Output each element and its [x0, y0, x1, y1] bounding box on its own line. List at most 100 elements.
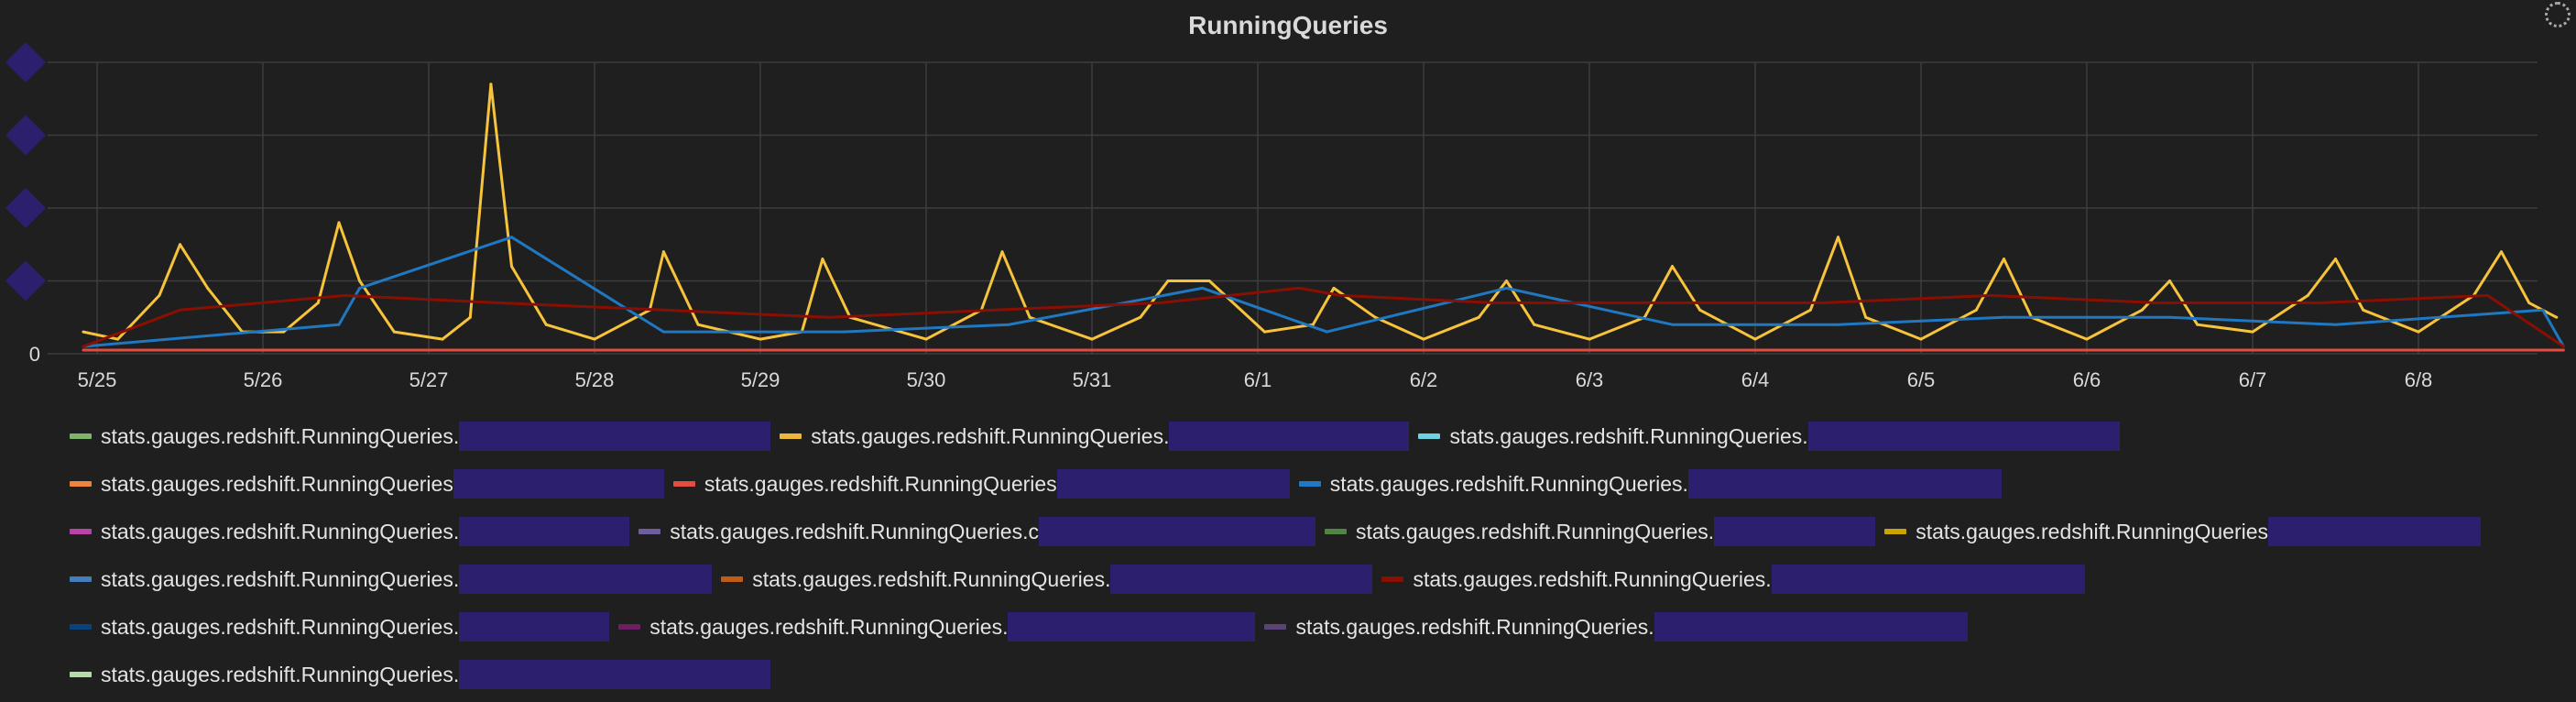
- legend-item[interactable]: stats.gauges.redshift.RunningQueries: [672, 469, 1290, 499]
- legend-item[interactable]: stats.gauges.redshift.RunningQueries.: [721, 565, 1373, 594]
- data-point: [1422, 337, 1425, 341]
- data-point: [1837, 323, 1839, 326]
- data-point: [441, 337, 444, 341]
- redacted-series-suffix: [1771, 565, 2085, 594]
- data-point: [2168, 315, 2171, 319]
- data-point: [821, 258, 824, 261]
- legend-item[interactable]: stats.gauges.redshift.RunningQueries.: [70, 517, 630, 546]
- x-tick-label: 5/31: [1073, 368, 1112, 391]
- data-point: [1139, 315, 1142, 319]
- legend-swatch: [70, 576, 92, 582]
- legend-item[interactable]: stats.gauges.redshift.RunningQueries.: [70, 612, 610, 642]
- legend-label: stats.gauges.redshift.RunningQueries.: [101, 566, 460, 591]
- legend-row: stats.gauges.redshift.RunningQueries.: [70, 651, 2543, 698]
- data-point: [2085, 337, 2089, 341]
- data-point: [1988, 293, 1992, 297]
- data-point: [1837, 236, 1839, 239]
- data-point: [2561, 345, 2565, 348]
- data-point: [827, 315, 831, 319]
- data-point: [358, 286, 362, 290]
- data-point: [924, 337, 928, 341]
- data-point: [1864, 315, 1868, 319]
- legend-item[interactable]: stats.gauges.redshift.RunningQueries.: [1381, 565, 2085, 594]
- data-point: [2003, 315, 2005, 319]
- legend-label: stats.gauges.redshift.RunningQueries: [101, 471, 453, 496]
- x-tick-label: 5/27: [409, 368, 449, 391]
- x-tick-label: 5/28: [575, 368, 615, 391]
- data-point: [759, 337, 762, 341]
- x-tick-label: 6/6: [2073, 368, 2101, 391]
- data-point: [158, 293, 161, 297]
- x-tick-label: 5/29: [741, 368, 780, 391]
- series-line-2: [82, 286, 2565, 348]
- legend-label: stats.gauges.redshift.RunningQueries.: [1413, 566, 1772, 591]
- legend-item[interactable]: stats.gauges.redshift.RunningQueries.: [1418, 422, 2120, 451]
- data-point: [1166, 280, 1170, 282]
- redacted-series-suffix: [1654, 612, 1968, 642]
- legend-item[interactable]: stats.gauges.redshift.RunningQueries.: [1324, 517, 1876, 546]
- data-point: [1588, 337, 1591, 341]
- data-point: [544, 323, 548, 326]
- data-point: [496, 301, 499, 304]
- legend-label: stats.gauges.redshift.RunningQueries.: [101, 614, 460, 639]
- legend-item[interactable]: stats.gauges.redshift.RunningQueries.: [70, 565, 713, 594]
- data-point: [2003, 258, 2005, 261]
- legend-swatch: [672, 481, 695, 487]
- data-point: [1533, 323, 1536, 326]
- data-point: [1753, 337, 1757, 341]
- legend-swatch: [1418, 433, 1441, 439]
- legend-item[interactable]: stats.gauges.redshift.RunningQueries.: [1298, 469, 2002, 499]
- data-point: [1656, 301, 1660, 304]
- data-point: [344, 293, 347, 297]
- data-point: [1028, 315, 1031, 319]
- data-point: [2485, 293, 2489, 297]
- data-point: [510, 265, 513, 269]
- data-point: [1201, 286, 1205, 290]
- legend-swatch: [780, 433, 802, 439]
- legend-item[interactable]: stats.gauges.redshift.RunningQueries: [70, 469, 664, 499]
- legend-label: stats.gauges.redshift.RunningQueries.: [752, 566, 1111, 591]
- data-point: [593, 337, 596, 341]
- data-point: [2541, 308, 2545, 312]
- data-point: [392, 330, 396, 334]
- redacted-series-suffix: [459, 422, 771, 451]
- x-tick-label: 6/4: [1741, 368, 1770, 391]
- legend-item[interactable]: stats.gauges.redshift.RunningQueries.: [70, 422, 771, 451]
- data-point: [661, 308, 665, 312]
- data-point: [116, 337, 120, 341]
- data-point: [1311, 323, 1315, 326]
- data-point: [2306, 293, 2309, 297]
- legend-item[interactable]: stats.gauges.redshift.RunningQueries.: [1264, 612, 1968, 642]
- legend-item[interactable]: stats.gauges.redshift.RunningQueries.: [618, 612, 1256, 642]
- legend-label: stats.gauges.redshift.RunningQueries: [704, 471, 1057, 496]
- panel-title: RunningQueries: [1188, 11, 1388, 39]
- legend-swatch: [70, 529, 92, 534]
- legend-item[interactable]: stats.gauges.redshift.RunningQueries: [1884, 517, 2482, 546]
- redacted-series-suffix: [459, 660, 771, 689]
- data-point: [1822, 301, 1826, 304]
- data-point: [179, 308, 181, 312]
- data-point: [1159, 301, 1162, 304]
- data-point: [2140, 308, 2144, 312]
- legend-item[interactable]: stats.gauges.redshift.RunningQueries.: [780, 422, 1410, 451]
- legend-label: stats.gauges.redshift.RunningQueries.: [649, 614, 1009, 639]
- data-point: [1373, 315, 1377, 319]
- x-tick-label: 5/26: [244, 368, 283, 391]
- y-tick-label: 0: [29, 343, 40, 366]
- x-tick-label: 6/3: [1576, 368, 1604, 391]
- redacted-series-suffix: [1008, 612, 1256, 642]
- data-point: [1207, 280, 1211, 282]
- data-point: [1325, 330, 1328, 334]
- running-queries-chart[interactable]: 5/25 5/26 5/27 5/28 5/29 5/30 5/31 6/1 6/2 6/3 6/4…: [0, 0, 2576, 412]
- legend-swatch: [70, 433, 92, 439]
- data-point: [1919, 337, 1923, 341]
- data-point: [1490, 301, 1494, 304]
- legend-item[interactable]: stats.gauges.redshift.RunningQueries.c: [639, 517, 1315, 546]
- legend-item[interactable]: stats.gauges.redshift.RunningQueries.: [70, 660, 771, 689]
- data-point: [1297, 286, 1301, 290]
- data-point: [1090, 337, 1094, 341]
- legend-row: stats.gauges.redshift.RunningQueries. sta…: [70, 412, 2543, 460]
- data-point: [2154, 301, 2157, 304]
- redacted-series-suffix: [459, 517, 630, 546]
- redacted-series-suffix: [1807, 422, 2120, 451]
